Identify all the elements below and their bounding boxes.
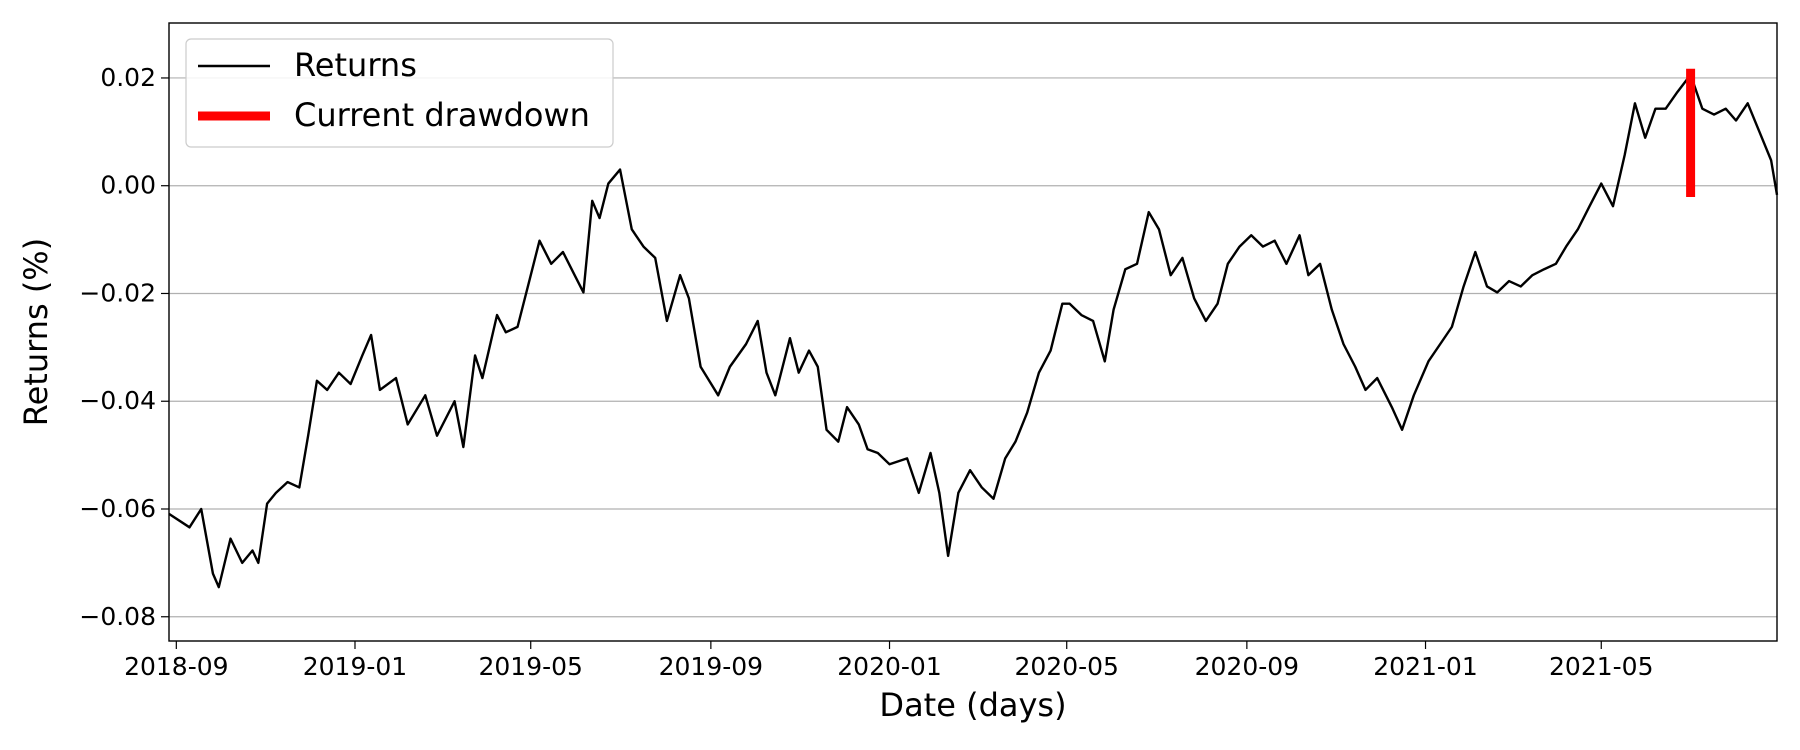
y-axis-label: Returns (%)	[17, 238, 55, 426]
y-tick-label: −0.08	[79, 602, 156, 631]
y-tick-label: −0.02	[79, 278, 156, 307]
y-tick-label: −0.06	[79, 494, 156, 523]
legend-label: Current drawdown	[294, 96, 590, 134]
x-tick-label: 2021-05	[1549, 652, 1653, 681]
x-tick-label: 2019-01	[303, 652, 407, 681]
y-tick-label: 0.00	[100, 171, 156, 200]
plot-frame	[168, 22, 1778, 642]
x-tick-label: 2018-09	[124, 652, 228, 681]
x-tick-label: 2020-09	[1195, 652, 1299, 681]
x-tick-label: 2020-01	[837, 652, 941, 681]
x-tick-label: 2021-01	[1373, 652, 1477, 681]
x-axis-label: Date (days)	[879, 686, 1066, 724]
x-tick-label: 2020-05	[1014, 652, 1118, 681]
x-tick-label: 2019-09	[659, 652, 763, 681]
legend-label: Returns	[294, 46, 417, 84]
x-tick-label: 2019-05	[478, 652, 582, 681]
y-tick-label: 0.02	[100, 63, 156, 92]
y-tick-label: −0.04	[79, 386, 156, 415]
series-line	[168, 73, 1779, 589]
legend-box	[185, 38, 614, 148]
